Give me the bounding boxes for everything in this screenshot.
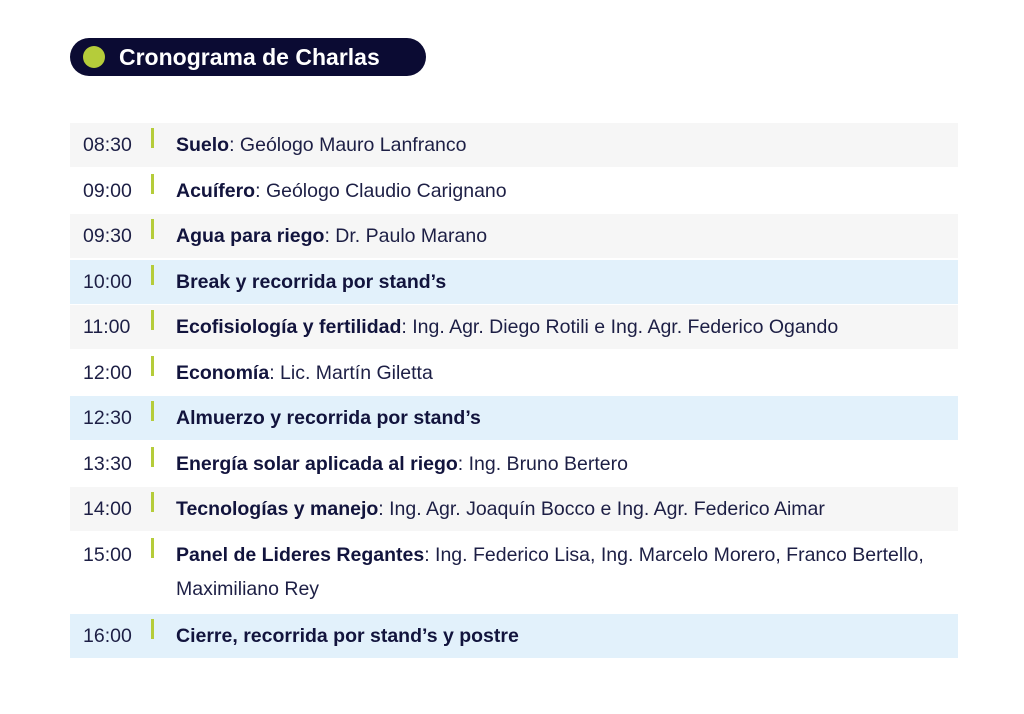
talk-topic: Acuífero	[176, 179, 256, 202]
talk-speakers: : Ing. Agr. Diego Rotili e Ing. Agr. Fed…	[401, 316, 839, 338]
talk-topic: Almuerzo y recorrida por stand’s	[176, 407, 481, 429]
talk-topic: Tecnologías y manejo	[176, 498, 379, 520]
time-label: 10:00	[83, 270, 132, 293]
separator-bar	[151, 219, 154, 239]
talk-topic: Panel de Lideres Regantes	[176, 543, 425, 566]
talk-description: Almuerzo y recorrida por stand’s	[176, 401, 958, 435]
separator-bar	[151, 264, 154, 285]
talk-description: Agua para riego: Dr. Paulo Marano	[176, 219, 958, 253]
schedule-row: 11:00 Ecofisiología y fertilidad: Ing. Ag…	[70, 305, 958, 349]
separator-bar	[151, 537, 154, 558]
talk-speakers: : Geólogo Mauro Lanfranco	[229, 134, 467, 156]
separator-bar	[151, 128, 154, 148]
time-label: 08:30	[83, 134, 132, 156]
time-label: 15:00	[83, 543, 132, 566]
separator-bar	[151, 355, 154, 376]
separator-bar	[151, 173, 154, 194]
talk-description: Ecofisiología y fertilidad: Ing. Agr. Di…	[176, 310, 958, 344]
page-title: Cronograma de Charlas	[119, 43, 380, 70]
talk-topic: Suelo	[176, 134, 230, 156]
section-title-badge: Cronograma de Charlas	[70, 38, 426, 76]
separator-bar	[151, 619, 154, 639]
time-label: 13:30	[83, 452, 132, 475]
talk-topic: Energía solar aplicada al riego	[176, 452, 458, 475]
separator-bar	[151, 310, 154, 330]
talk-speakers: : Ing. Federico Lisa, Ing. Marcelo Morer…	[176, 543, 924, 600]
talk-topic: Economía	[176, 361, 270, 384]
talk-description: Break y recorrida por stand’s	[176, 265, 958, 299]
talk-description: Panel de Lideres Regantes: Ing. Federico…	[176, 538, 958, 606]
talk-description: Tecnologías y manejo: Ing. Agr. Joaquín …	[176, 492, 958, 526]
talk-speakers: : Ing. Bruno Bertero	[457, 452, 628, 475]
talk-speakers: : Dr. Paulo Marano	[324, 225, 488, 247]
time-label: 12:00	[83, 361, 132, 384]
separator-bar	[151, 492, 154, 512]
schedule-row: 14:00 Tecnologías y manejo: Ing. Agr. Joa…	[70, 487, 958, 531]
schedule-row: 08:30 Suelo: Geólogo Mauro Lanfranco	[70, 123, 958, 167]
time-label: 09:30	[83, 225, 132, 247]
schedule-row: 09:00 Acuífero: Geólogo Claudio Carignano	[70, 169, 958, 213]
talk-speakers: : Geólogo Claudio Carignano	[255, 179, 507, 202]
schedule-row: 15:00 Panel de Lideres Regantes: Ing. Fed…	[70, 533, 958, 613]
talk-description: Suelo: Geólogo Mauro Lanfranco	[176, 128, 958, 162]
schedule-row: 12:30 Almuerzo y recorrida por stand’s	[70, 396, 958, 440]
time-label: 14:00	[83, 498, 132, 520]
talk-description: Economía: Lic. Martín Giletta	[176, 356, 958, 390]
talk-topic: Break y recorrida por stand’s	[176, 270, 447, 293]
time-label: 09:00	[83, 179, 132, 202]
time-label: 12:30	[83, 407, 132, 429]
separator-bar	[151, 401, 154, 421]
talk-description: Energía solar aplicada al riego: Ing. Br…	[176, 447, 958, 481]
separator-bar	[151, 446, 154, 467]
schedule-row: 16:00 Cierre, recorrida por stand’s y pos…	[70, 614, 958, 658]
talk-topic: Agua para riego	[176, 225, 325, 247]
schedule-row: 13:30 Energía solar aplicada al riego: In…	[70, 442, 958, 486]
schedule-row: 12:00 Economía: Lic. Martín Giletta	[70, 351, 958, 395]
talk-description: Cierre, recorrida por stand’s y postre	[176, 619, 958, 653]
talk-topic: Ecofisiología y fertilidad	[176, 316, 402, 338]
talk-topic: Cierre, recorrida por stand’s y postre	[176, 625, 519, 647]
schedule-row: 10:00 Break y recorrida por stand’s	[70, 259, 958, 304]
time-label: 16:00	[83, 625, 132, 647]
talk-speakers: : Ing. Agr. Joaquín Bocco e Ing. Agr. Fe…	[378, 498, 825, 520]
time-label: 11:00	[83, 316, 131, 338]
schedule-table: 08:30 Suelo: Geólogo Mauro Lanfranco 09:00…	[70, 123, 958, 660]
talk-description: Acuífero: Geólogo Claudio Carignano	[176, 174, 958, 208]
schedule-row: 09:30 Agua para riego: Dr. Paulo Marano	[70, 214, 958, 258]
bullet-dot-icon	[83, 46, 105, 68]
talk-speakers: : Lic. Martín Giletta	[269, 361, 433, 384]
